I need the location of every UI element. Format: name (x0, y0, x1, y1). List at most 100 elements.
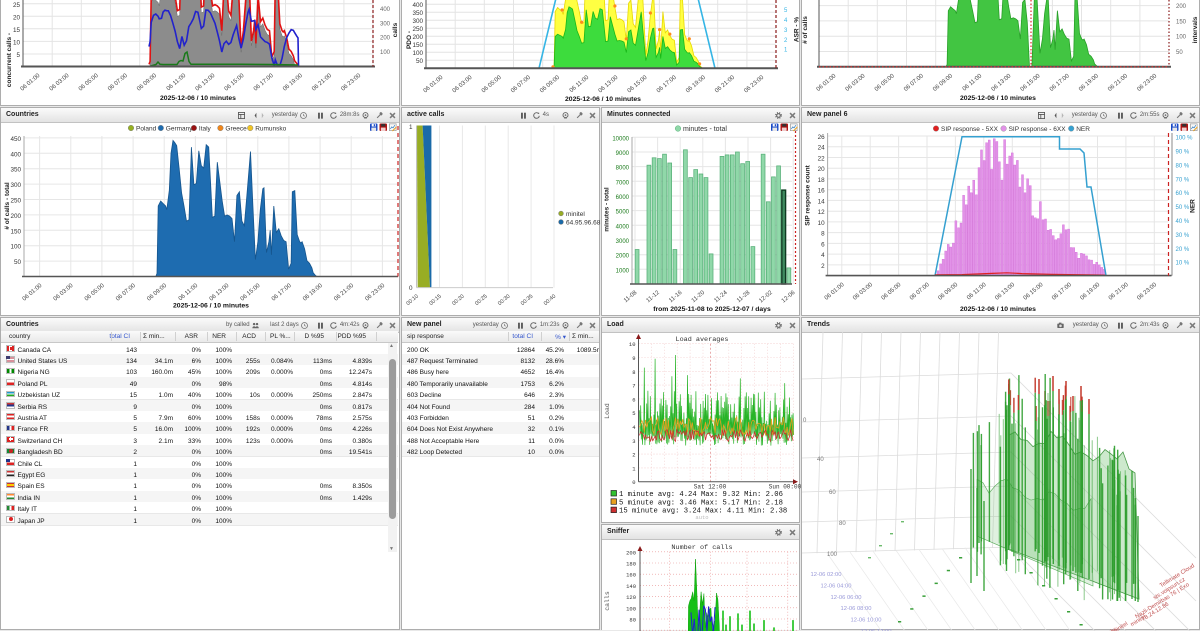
svg-text:22: 22 (818, 156, 826, 163)
svg-text:200: 200 (626, 549, 636, 556)
svg-text:06 15:00: 06 15:00 (1023, 282, 1045, 302)
svg-text:8000: 8000 (616, 166, 630, 172)
svg-text:5000: 5000 (616, 210, 630, 216)
svg-text:minitel: minitel (566, 211, 585, 218)
svg-text:06 17:00: 06 17:00 (1051, 282, 1073, 302)
svg-text:06 19:00: 06 19:00 (1080, 282, 1102, 302)
svg-text:06 03:00: 06 03:00 (852, 282, 874, 302)
svg-text:00:20: 00:20 (451, 294, 465, 307)
svg-text:06 15:00: 06 15:00 (240, 283, 262, 303)
svg-text:minutes - total: minutes - total (604, 187, 611, 232)
svg-text:from 2025-11-08 to 2025-12-07: from 2025-11-08 to 2025-12-07 / days (653, 306, 771, 313)
svg-text:2025-12-06 / 10 minutes: 2025-12-06 / 10 minutes (960, 306, 1036, 313)
svg-text:00:30: 00:30 (497, 294, 511, 307)
svg-text:20 %: 20 % (1176, 247, 1190, 253)
svg-text:06 05:00: 06 05:00 (874, 73, 896, 93)
svg-text:06 13:00: 06 13:00 (991, 73, 1013, 93)
svg-text:10 %: 10 % (1176, 261, 1190, 267)
svg-text:10: 10 (629, 341, 636, 348)
svg-text:00:15: 00:15 (428, 294, 442, 307)
svg-text:Mxlinks: Mxlinks (1099, 626, 1119, 631)
svg-text:10000: 10000 (612, 136, 629, 142)
svg-text:06 05:00: 06 05:00 (84, 283, 106, 303)
svg-text:200: 200 (10, 213, 21, 220)
svg-text:80 %: 80 % (1176, 163, 1190, 169)
svg-text:12-02: 12-02 (758, 290, 774, 305)
svg-text:8: 8 (632, 369, 635, 376)
svg-text:80: 80 (839, 521, 846, 527)
svg-text:3000: 3000 (616, 239, 630, 245)
svg-text:11-08: 11-08 (623, 290, 639, 305)
svg-text:64.95.96.68: 64.95.96.68 (566, 220, 601, 227)
svg-text:06 23:00: 06 23:00 (1136, 282, 1158, 302)
svg-text:12-06 02:00: 12-06 02:00 (811, 572, 842, 578)
svg-text:11-24: 11-24 (713, 290, 729, 305)
svg-text:11-12: 11-12 (646, 290, 662, 305)
svg-text:06 11:00: 06 11:00 (966, 282, 988, 302)
svg-text:7: 7 (632, 383, 635, 390)
svg-text:Poland: Poland (136, 126, 157, 133)
svg-text:40 %: 40 % (1176, 219, 1190, 225)
svg-text:40: 40 (817, 457, 824, 463)
svg-text:180: 180 (626, 561, 636, 568)
svg-text:06 19:00: 06 19:00 (302, 283, 324, 303)
svg-text:Load: Load (604, 403, 611, 419)
svg-text:Greece: Greece (225, 126, 247, 133)
svg-text:14: 14 (818, 198, 826, 205)
svg-text:SIP response - 5XX: SIP response - 5XX (941, 126, 999, 133)
svg-text:06 19:00: 06 19:00 (1078, 73, 1100, 93)
svg-text:Load averages: Load averages (675, 336, 728, 344)
svg-text:06 01:00: 06 01:00 (22, 283, 44, 303)
svg-text:5: 5 (632, 410, 635, 417)
svg-text:Sat 12:00: Sat 12:00 (694, 484, 727, 491)
svg-text:NER: NER (1190, 199, 1197, 213)
svg-text:60 %: 60 % (1176, 191, 1190, 197)
svg-text:50: 50 (14, 259, 22, 266)
svg-text:8: 8 (821, 231, 825, 238)
svg-text:1 minute avg: 4.24 Max: 9.32: 1 minute avg: 4.24 Max: 9.32 Min: 2.06 (619, 491, 783, 499)
svg-text:12-06: 12-06 (781, 290, 797, 305)
svg-text:60: 60 (829, 490, 836, 496)
svg-text:0: 0 (632, 479, 635, 486)
svg-text:SIP response count: SIP response count (805, 164, 812, 225)
svg-text:20: 20 (818, 166, 826, 173)
svg-text:06 21:00: 06 21:00 (1108, 282, 1130, 302)
svg-text:2025-12-06 / 10 minutes: 2025-12-06 / 10 minutes (960, 95, 1036, 102)
svg-text:120: 120 (626, 594, 636, 601)
svg-text:9: 9 (632, 355, 635, 362)
svg-text:100: 100 (827, 552, 838, 558)
svg-text:50 %: 50 % (1176, 205, 1190, 211)
svg-text:11-20: 11-20 (691, 290, 707, 305)
svg-text:00:40: 00:40 (543, 294, 557, 307)
svg-text:50: 50 (1176, 50, 1183, 56)
svg-text:24: 24 (818, 145, 826, 152)
svg-text:90 %: 90 % (1176, 150, 1190, 156)
svg-text:auto: auto (695, 514, 708, 521)
svg-text:06 03:00: 06 03:00 (53, 283, 75, 303)
svg-text:Sun 00:00: Sun 00:00 (769, 484, 802, 491)
svg-text:0: 0 (803, 418, 807, 424)
svg-text:00:35: 00:35 (520, 294, 534, 307)
svg-text:4000: 4000 (616, 224, 630, 230)
svg-text:NER: NER (1076, 126, 1090, 133)
svg-text:06 21:00: 06 21:00 (333, 283, 355, 303)
svg-text:100 %: 100 % (1176, 136, 1194, 142)
svg-text:12-06 06:00: 12-06 06:00 (831, 595, 862, 601)
svg-text:00:25: 00:25 (474, 294, 488, 307)
svg-text:10: 10 (818, 220, 826, 227)
svg-text:12: 12 (818, 209, 826, 216)
svg-text:06 11:00: 06 11:00 (178, 283, 200, 303)
svg-text:1: 1 (409, 124, 413, 131)
svg-text:12-06 10:00: 12-06 10:00 (851, 618, 882, 624)
svg-text:0: 0 (409, 285, 413, 292)
svg-text:100: 100 (626, 605, 636, 612)
svg-text:2: 2 (632, 452, 635, 459)
svg-text:06 15:00: 06 15:00 (1020, 73, 1042, 93)
svg-text:06 07:00: 06 07:00 (909, 282, 931, 302)
svg-text:9000: 9000 (616, 151, 630, 157)
svg-text:6: 6 (632, 396, 635, 403)
svg-text:06 01:00: 06 01:00 (816, 73, 838, 93)
svg-text:11-28: 11-28 (736, 290, 752, 305)
svg-text:06 23:00: 06 23:00 (364, 283, 386, 303)
svg-text:2000: 2000 (616, 254, 630, 260)
